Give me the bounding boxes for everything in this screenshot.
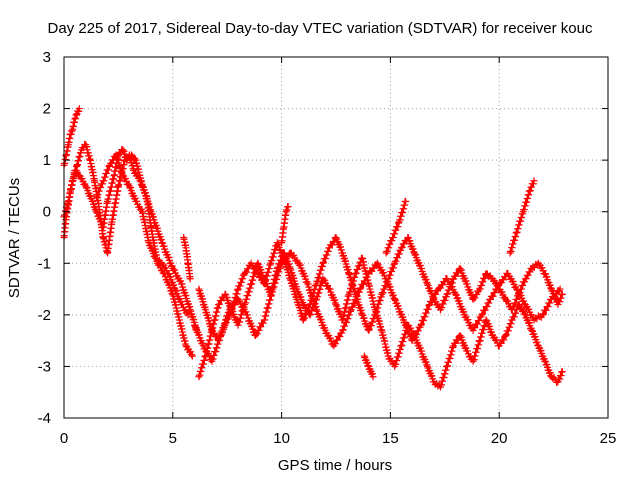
x-tick-label: 25: [600, 430, 617, 447]
series-track-h: [191, 249, 564, 365]
series-track-l: [360, 352, 377, 381]
series-track-j: [382, 197, 410, 257]
x-tick-label: 0: [60, 430, 68, 447]
x-tick-label: 5: [169, 430, 177, 447]
series-track-i: [278, 203, 292, 247]
y-tick-label: 1: [43, 152, 51, 169]
series-markers: [278, 203, 292, 247]
series-markers: [60, 140, 196, 360]
series-track-k: [506, 177, 538, 257]
series-track-c: [60, 146, 201, 334]
series-track-e: [180, 234, 194, 283]
series-markers: [93, 151, 192, 319]
series-track-d: [93, 151, 192, 319]
y-axis-label: SDTVAR / TECUs: [6, 178, 23, 298]
x-axis-label: GPS time / hours: [278, 457, 392, 474]
series-markers: [195, 234, 566, 345]
y-tick-label: -1: [38, 255, 51, 272]
axis-ticks: 0 5 10 15 20 25 -4 -3 -2 -1 0 1 2 3: [38, 49, 617, 447]
series-markers: [60, 146, 201, 334]
series-markers: [180, 234, 194, 283]
chart-title: Day 225 of 2017, Sidereal Day-to-day VTE…: [48, 20, 593, 37]
y-tick-label: -3: [38, 358, 51, 375]
series-markers: [360, 352, 377, 381]
series-markers: [506, 177, 538, 257]
y-tick-label: 2: [43, 101, 51, 118]
y-tick-label: -2: [38, 307, 51, 324]
series-markers: [191, 249, 564, 365]
series-track-b: [60, 140, 196, 360]
x-tick-label: 15: [382, 430, 399, 447]
x-tick-label: 20: [491, 430, 508, 447]
data-markers: [60, 105, 566, 391]
series-markers: [382, 197, 410, 257]
grid-lines: [64, 57, 608, 418]
series-track-g: [195, 234, 566, 345]
y-tick-label: -4: [38, 410, 51, 427]
plot-frame: [63, 56, 609, 419]
y-tick-label: 0: [43, 204, 51, 221]
y-tick-label: 3: [43, 49, 51, 66]
x-tick-label: 10: [273, 430, 290, 447]
